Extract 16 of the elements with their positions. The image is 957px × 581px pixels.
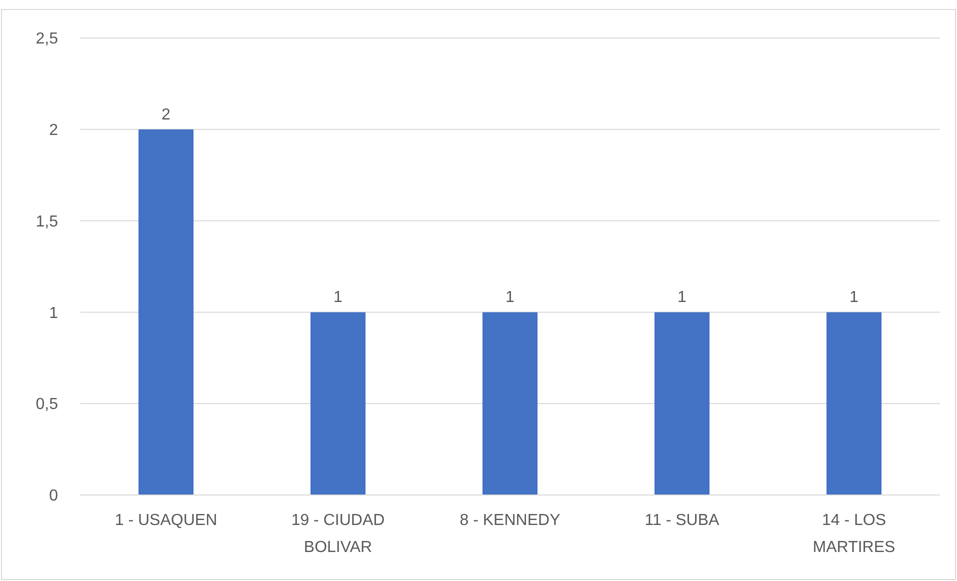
y-tick-label: 1,5 [36, 213, 58, 230]
x-tick-label: 8 - KENNEDY [460, 512, 561, 529]
y-tick-label: 1 [49, 304, 58, 322]
data-label: 2 [162, 106, 171, 124]
data-label: 1 [506, 289, 515, 306]
y-tick-label: 2 [49, 122, 58, 139]
y-tick-label: 0 [49, 488, 58, 505]
data-label: 1 [334, 289, 343, 306]
data-label: 1 [678, 289, 687, 306]
x-tick-label: 11 - SUBA [644, 512, 720, 529]
y-tick-label: 2,5 [36, 30, 58, 48]
y-tick-label: 0,5 [36, 396, 58, 414]
x-tick-label: 19 - CIUDAD BOLIVAR [291, 512, 385, 556]
data-label: 1 [850, 289, 859, 306]
x-tick-label: 14 - LOS MARTIRES [812, 512, 896, 556]
x-tick-label: 1 - USAQUEN [114, 512, 218, 529]
